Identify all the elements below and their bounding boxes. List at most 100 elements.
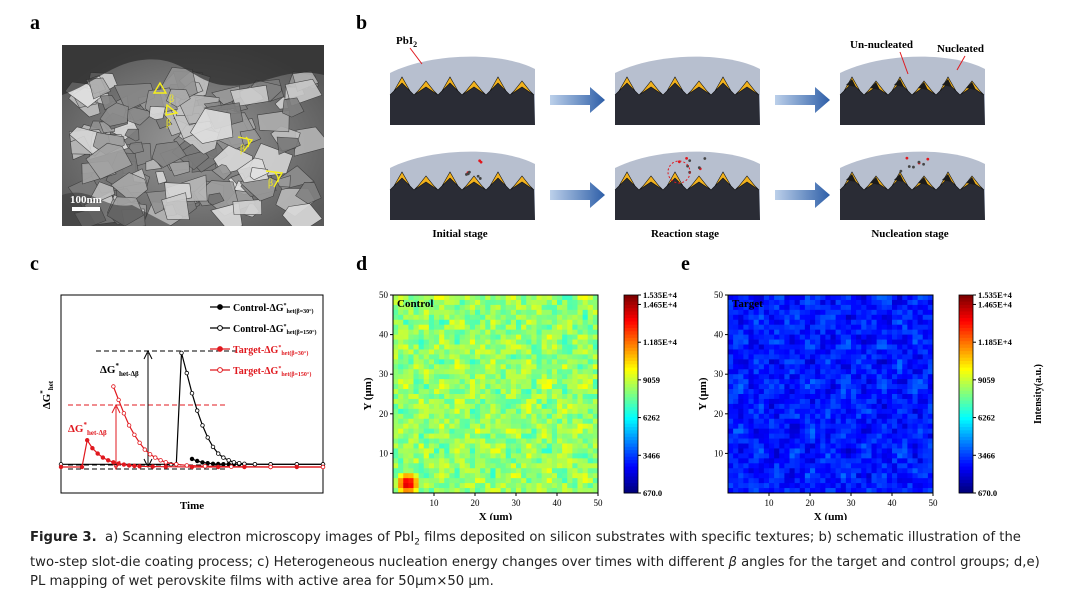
- series-point: [85, 437, 90, 443]
- series-point: [268, 464, 273, 470]
- y-tick-label: 30: [379, 369, 389, 379]
- series-point: [58, 464, 64, 470]
- series-point: [126, 463, 132, 468]
- unnucleated-label: Un-nucleated: [850, 39, 913, 51]
- schematic-cell: [614, 56, 760, 125]
- series-point: [202, 463, 208, 469]
- series-point: [137, 464, 142, 469]
- colorbar-tick-label: 670.0: [643, 488, 662, 498]
- y-axis-label: Y (μm): [362, 377, 374, 410]
- series-point: [200, 460, 205, 465]
- pbi2-label: PbI2: [396, 35, 417, 49]
- colorbar-tick-label: 9059: [643, 375, 660, 385]
- series-point: [132, 432, 137, 437]
- heatmap-title: Control: [397, 298, 433, 310]
- panel-e-heatmap: Target 10 20 30 40 50 10 20 30 40 50 X (μm) Y (μm) 1.…: [697, 290, 1044, 520]
- heatmap-frame: [727, 294, 934, 494]
- series-point: [194, 458, 200, 464]
- heatmap-frame: [392, 294, 599, 494]
- series-point: [320, 464, 326, 470]
- schematic-cell: [389, 151, 535, 220]
- series-point: [189, 456, 195, 462]
- colorbar-tick-label: 3466: [643, 450, 660, 460]
- series-point: [90, 445, 95, 451]
- colorbar-tick-label: 6262: [978, 413, 995, 423]
- series-line: [61, 438, 323, 468]
- colorbar-tick-label: 1.185E+4: [978, 337, 1013, 347]
- x-axis-label: X (μm): [479, 511, 513, 520]
- series-point: [236, 460, 242, 466]
- nucleated-label: Nucleated: [937, 43, 984, 55]
- series-point: [205, 435, 210, 440]
- panel-label-a: a: [30, 12, 40, 34]
- y-tick-label: 10: [714, 448, 724, 458]
- series-point: [95, 451, 100, 456]
- y-axis-label: ΔG*het: [39, 380, 55, 409]
- y-tick-label: 50: [379, 290, 389, 300]
- panel-label-c: c: [30, 253, 39, 275]
- series-point: [194, 408, 200, 413]
- x-axis-label: Time: [180, 500, 204, 512]
- schematic-cell: [614, 151, 760, 220]
- series-point: [163, 464, 168, 469]
- series-point: [163, 460, 168, 465]
- black-delta-annotation: ΔG*het-Δβ: [100, 362, 139, 378]
- series-point: [210, 461, 216, 466]
- series-point: [174, 462, 179, 467]
- series-point: [121, 411, 127, 416]
- process-arrows: [550, 87, 830, 208]
- colorbar: [958, 294, 974, 494]
- legend-label: Target-ΔG*het(β=150°): [233, 366, 311, 378]
- series-point: [200, 423, 205, 428]
- series-point: [179, 350, 184, 356]
- x-tick-label: 30: [847, 498, 857, 508]
- series-point: [221, 455, 226, 460]
- colorbar-tick-label: 1.185E+4: [643, 337, 678, 347]
- series-point: [215, 451, 221, 456]
- colorbar-tick-label: 3466: [978, 450, 995, 460]
- series-point: [184, 370, 189, 376]
- series-point: [150, 464, 155, 469]
- panel-label-d: d: [356, 253, 368, 275]
- y-tick-label: 40: [379, 330, 389, 340]
- legend-marker: [217, 367, 223, 373]
- legend-marker: [217, 304, 223, 310]
- schematic-cell: [389, 56, 535, 125]
- caption-subscript: 2: [414, 537, 420, 548]
- series-point: [111, 460, 116, 465]
- series-point: [111, 384, 116, 389]
- y-tick-label: 50: [714, 290, 724, 300]
- series-point: [147, 452, 153, 457]
- series-point: [105, 458, 111, 463]
- series-point: [229, 464, 234, 469]
- heatmap-title: Target: [732, 298, 763, 310]
- series-point: [226, 458, 231, 463]
- series-point: [158, 458, 163, 463]
- colorbar-tick-label: 1.465E+4: [643, 299, 678, 309]
- panel-label-b: b: [356, 12, 368, 34]
- y-tick-label: 20: [714, 409, 724, 419]
- series-point: [153, 455, 158, 460]
- legend-label: Control-ΔG*het(β=150°): [233, 324, 317, 336]
- series-point: [137, 440, 142, 445]
- colorbar-label: Intensity(a.u.): [1033, 364, 1044, 424]
- x-tick-label: 40: [888, 498, 898, 508]
- sem-image-svg: β β β β 100nm: [62, 45, 324, 226]
- x-tick-label: 10: [765, 498, 775, 508]
- stage-label-nucleation: Nucleation stage: [871, 228, 948, 240]
- caption-text: films deposited on silicon substrates wi…: [30, 530, 1021, 570]
- process-arrow: [775, 87, 830, 113]
- process-arrow: [550, 87, 605, 113]
- series-point: [142, 447, 147, 452]
- process-arrow: [550, 182, 605, 208]
- sem-grain-texture: [64, 66, 324, 226]
- series-point: [231, 460, 237, 465]
- y-axis-label: Y (μm): [697, 377, 709, 410]
- red-delta-annotation: ΔG*het-Δβ: [68, 421, 107, 437]
- schematic-cell: [839, 56, 985, 125]
- x-tick-label: 30: [512, 498, 522, 508]
- legend-marker: [217, 346, 223, 352]
- heatmap-cells: [728, 295, 934, 494]
- schematic-cell: [839, 151, 985, 220]
- legend-label: Control-ΔG*het(β=30°): [233, 303, 314, 315]
